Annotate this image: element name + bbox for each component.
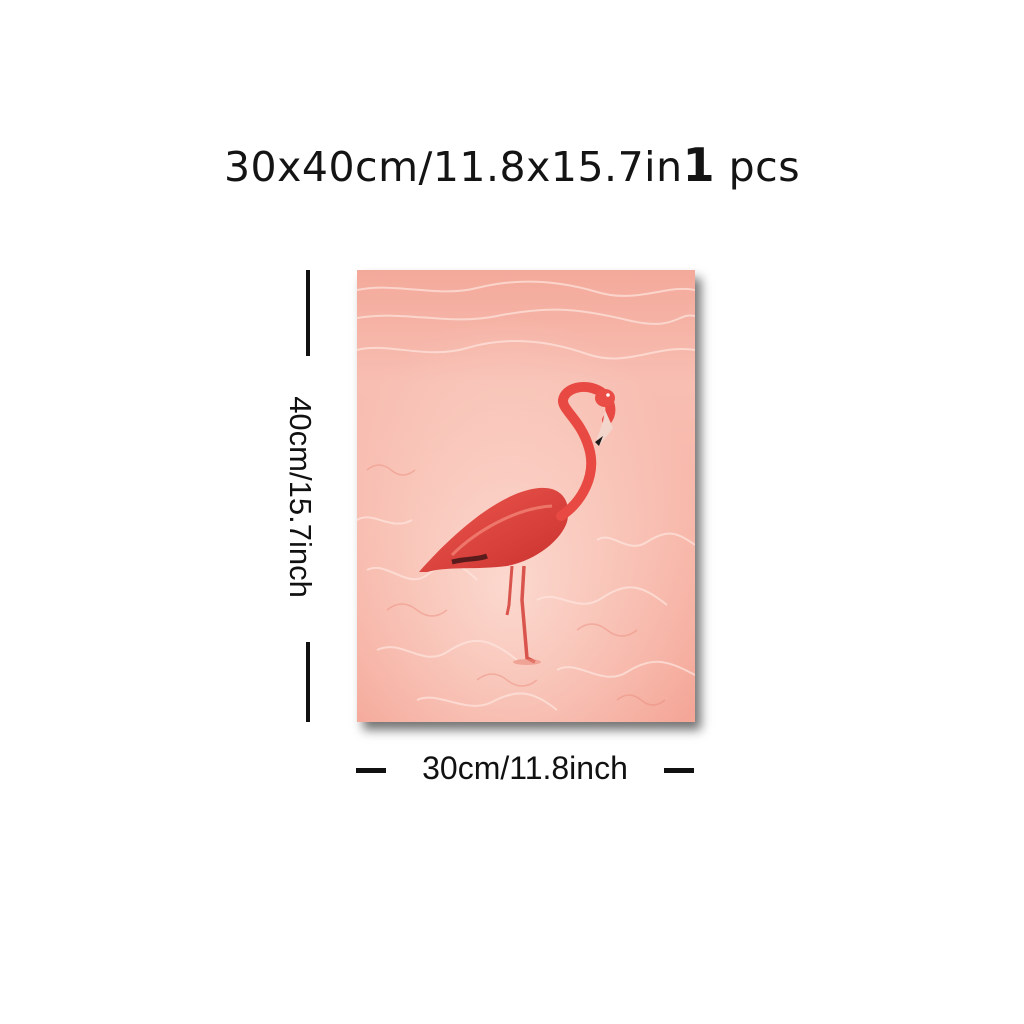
flamingo-artwork [357, 270, 695, 722]
water-caustics [366, 464, 666, 706]
height-text: 40cm/15.7inch [283, 396, 318, 598]
flamingo-beak-tip [595, 436, 603, 446]
flamingo-wing-highlight [450, 504, 553, 557]
width-dimension-line-right [664, 768, 694, 773]
size-text: 30x40cm/11.8x15.7in [223, 143, 683, 191]
quantity-number: 1 [682, 138, 716, 192]
width-dimension-line-left [356, 768, 386, 773]
flamingo-eye [606, 393, 610, 397]
water-ripples [357, 280, 695, 711]
flamingo-reflection [513, 659, 541, 665]
flamingo-tail-feathers [451, 553, 488, 565]
flamingo-leg-back [505, 565, 514, 616]
canvas-print [357, 270, 695, 722]
width-dimension-label: 30cm/11.8inch [422, 750, 628, 786]
height-dimension-line-bottom [306, 642, 310, 722]
quantity-unit: pcs [728, 143, 801, 191]
flamingo [419, 381, 616, 665]
flamingo-head [595, 389, 615, 407]
height-dimension-line-top [306, 270, 310, 356]
flamingo-beak [597, 410, 613, 446]
product-size-title: 30x40cm/11.8x15.7in1 pcs [0, 138, 1024, 192]
